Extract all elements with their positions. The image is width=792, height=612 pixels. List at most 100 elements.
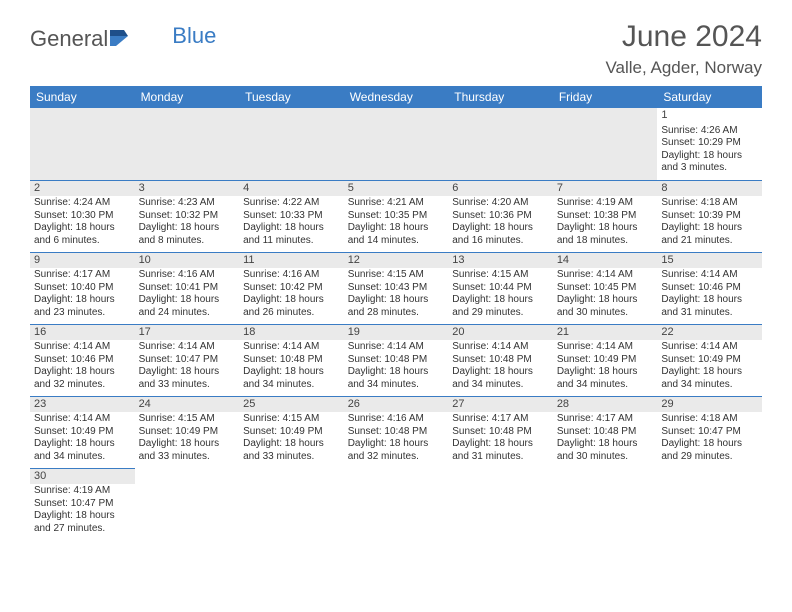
calendar-cell: 16Sunrise: 4:14 AMSunset: 10:46 PMDaylig… bbox=[30, 324, 135, 396]
daylight-text: Daylight: 18 hours and 24 minutes. bbox=[139, 294, 236, 319]
day-number: 27 bbox=[448, 397, 553, 413]
dayheader-row: Sunday Monday Tuesday Wednesday Thursday… bbox=[30, 86, 762, 108]
calendar-cell bbox=[448, 108, 553, 180]
calendar-cell: 28Sunrise: 4:17 AMSunset: 10:48 PMDaylig… bbox=[553, 396, 658, 468]
sunrise-text: Sunrise: 4:23 AM bbox=[139, 197, 236, 210]
sunset-text: Sunset: 10:49 PM bbox=[661, 354, 758, 367]
sunrise-text: Sunrise: 4:26 AM bbox=[661, 125, 758, 138]
header: General Blue June 2024 Valle, Agder, Nor… bbox=[30, 20, 762, 78]
sunset-text: Sunset: 10:43 PM bbox=[348, 282, 445, 295]
calendar-row: 9Sunrise: 4:17 AMSunset: 10:40 PMDayligh… bbox=[30, 252, 762, 324]
day-number: 15 bbox=[657, 253, 762, 269]
calendar-cell: 14Sunrise: 4:14 AMSunset: 10:45 PMDaylig… bbox=[553, 252, 658, 324]
location: Valle, Agder, Norway bbox=[605, 58, 762, 78]
daylight-text: Daylight: 18 hours and 33 minutes. bbox=[139, 366, 236, 391]
daylight-text: Daylight: 18 hours and 16 minutes. bbox=[452, 222, 549, 247]
dayheader-wednesday: Wednesday bbox=[344, 86, 449, 108]
sunrise-text: Sunrise: 4:15 AM bbox=[348, 269, 445, 282]
sunrise-text: Sunrise: 4:20 AM bbox=[452, 197, 549, 210]
day-number: 1 bbox=[657, 108, 762, 124]
calendar-cell bbox=[344, 468, 449, 540]
sunset-text: Sunset: 10:47 PM bbox=[34, 498, 131, 511]
calendar-cell: 26Sunrise: 4:16 AMSunset: 10:48 PMDaylig… bbox=[344, 396, 449, 468]
sunset-text: Sunset: 10:45 PM bbox=[557, 282, 654, 295]
daylight-text: Daylight: 18 hours and 27 minutes. bbox=[34, 510, 131, 535]
sunset-text: Sunset: 10:32 PM bbox=[139, 210, 236, 223]
calendar-cell: 3Sunrise: 4:23 AMSunset: 10:32 PMDayligh… bbox=[135, 180, 240, 252]
sunrise-text: Sunrise: 4:14 AM bbox=[34, 413, 131, 426]
sunset-text: Sunset: 10:48 PM bbox=[452, 354, 549, 367]
calendar-cell bbox=[448, 468, 553, 540]
day-number: 10 bbox=[135, 253, 240, 269]
calendar-cell: 21Sunrise: 4:14 AMSunset: 10:49 PMDaylig… bbox=[553, 324, 658, 396]
sunrise-text: Sunrise: 4:16 AM bbox=[139, 269, 236, 282]
calendar-row: 16Sunrise: 4:14 AMSunset: 10:46 PMDaylig… bbox=[30, 324, 762, 396]
day-number: 24 bbox=[135, 397, 240, 413]
dayheader-tuesday: Tuesday bbox=[239, 86, 344, 108]
calendar-cell: 19Sunrise: 4:14 AMSunset: 10:48 PMDaylig… bbox=[344, 324, 449, 396]
daylight-text: Daylight: 18 hours and 30 minutes. bbox=[557, 294, 654, 319]
sunset-text: Sunset: 10:49 PM bbox=[557, 354, 654, 367]
sunrise-text: Sunrise: 4:18 AM bbox=[661, 413, 758, 426]
calendar-cell: 8Sunrise: 4:18 AMSunset: 10:39 PMDayligh… bbox=[657, 180, 762, 252]
sunset-text: Sunset: 10:49 PM bbox=[243, 426, 340, 439]
month-title: June 2024 bbox=[605, 20, 762, 54]
sunset-text: Sunset: 10:40 PM bbox=[34, 282, 131, 295]
day-number: 5 bbox=[344, 181, 449, 197]
calendar-cell: 20Sunrise: 4:14 AMSunset: 10:48 PMDaylig… bbox=[448, 324, 553, 396]
sunset-text: Sunset: 10:30 PM bbox=[34, 210, 131, 223]
sunset-text: Sunset: 10:33 PM bbox=[243, 210, 340, 223]
calendar-cell: 9Sunrise: 4:17 AMSunset: 10:40 PMDayligh… bbox=[30, 252, 135, 324]
sunrise-text: Sunrise: 4:16 AM bbox=[243, 269, 340, 282]
calendar-cell: 24Sunrise: 4:15 AMSunset: 10:49 PMDaylig… bbox=[135, 396, 240, 468]
daylight-text: Daylight: 18 hours and 34 minutes. bbox=[452, 366, 549, 391]
calendar-row: 23Sunrise: 4:14 AMSunset: 10:49 PMDaylig… bbox=[30, 396, 762, 468]
day-number: 13 bbox=[448, 253, 553, 269]
calendar-cell bbox=[239, 468, 344, 540]
title-block: June 2024 Valle, Agder, Norway bbox=[605, 20, 762, 78]
dayheader-saturday: Saturday bbox=[657, 86, 762, 108]
day-number: 26 bbox=[344, 397, 449, 413]
logo-text-blue: Blue bbox=[172, 23, 216, 49]
daylight-text: Daylight: 18 hours and 33 minutes. bbox=[139, 438, 236, 463]
sunrise-text: Sunrise: 4:15 AM bbox=[243, 413, 340, 426]
sunrise-text: Sunrise: 4:14 AM bbox=[452, 341, 549, 354]
sunset-text: Sunset: 10:46 PM bbox=[661, 282, 758, 295]
calendar-cell: 12Sunrise: 4:15 AMSunset: 10:43 PMDaylig… bbox=[344, 252, 449, 324]
sunset-text: Sunset: 10:36 PM bbox=[452, 210, 549, 223]
daylight-text: Daylight: 18 hours and 34 minutes. bbox=[661, 366, 758, 391]
daylight-text: Daylight: 18 hours and 6 minutes. bbox=[34, 222, 131, 247]
sunrise-text: Sunrise: 4:15 AM bbox=[452, 269, 549, 282]
day-number: 22 bbox=[657, 325, 762, 341]
calendar-cell bbox=[239, 108, 344, 180]
sunrise-text: Sunrise: 4:18 AM bbox=[661, 197, 758, 210]
daylight-text: Daylight: 18 hours and 32 minutes. bbox=[348, 438, 445, 463]
calendar-row: 1Sunrise: 4:26 AMSunset: 10:29 PMDayligh… bbox=[30, 108, 762, 180]
sunrise-text: Sunrise: 4:17 AM bbox=[557, 413, 654, 426]
daylight-text: Daylight: 18 hours and 28 minutes. bbox=[348, 294, 445, 319]
daylight-text: Daylight: 18 hours and 32 minutes. bbox=[34, 366, 131, 391]
sunrise-text: Sunrise: 4:19 AM bbox=[557, 197, 654, 210]
sunrise-text: Sunrise: 4:14 AM bbox=[661, 269, 758, 282]
sunrise-text: Sunrise: 4:14 AM bbox=[348, 341, 445, 354]
day-number: 8 bbox=[657, 181, 762, 197]
daylight-text: Daylight: 18 hours and 31 minutes. bbox=[452, 438, 549, 463]
sunset-text: Sunset: 10:47 PM bbox=[661, 426, 758, 439]
daylight-text: Daylight: 18 hours and 33 minutes. bbox=[243, 438, 340, 463]
dayheader-sunday: Sunday bbox=[30, 86, 135, 108]
sunrise-text: Sunrise: 4:17 AM bbox=[452, 413, 549, 426]
sunrise-text: Sunrise: 4:14 AM bbox=[34, 341, 131, 354]
daylight-text: Daylight: 18 hours and 34 minutes. bbox=[243, 366, 340, 391]
sunset-text: Sunset: 10:48 PM bbox=[557, 426, 654, 439]
sunset-text: Sunset: 10:48 PM bbox=[452, 426, 549, 439]
sunset-text: Sunset: 10:46 PM bbox=[34, 354, 131, 367]
day-number: 23 bbox=[30, 397, 135, 413]
calendar-cell: 1Sunrise: 4:26 AMSunset: 10:29 PMDayligh… bbox=[657, 108, 762, 180]
calendar-cell: 15Sunrise: 4:14 AMSunset: 10:46 PMDaylig… bbox=[657, 252, 762, 324]
sunset-text: Sunset: 10:48 PM bbox=[348, 354, 445, 367]
daylight-text: Daylight: 18 hours and 34 minutes. bbox=[34, 438, 131, 463]
sunset-text: Sunset: 10:48 PM bbox=[243, 354, 340, 367]
calendar-row: 30Sunrise: 4:19 AMSunset: 10:47 PMDaylig… bbox=[30, 468, 762, 540]
day-number: 2 bbox=[30, 181, 135, 197]
calendar-table: Sunday Monday Tuesday Wednesday Thursday… bbox=[30, 86, 762, 540]
